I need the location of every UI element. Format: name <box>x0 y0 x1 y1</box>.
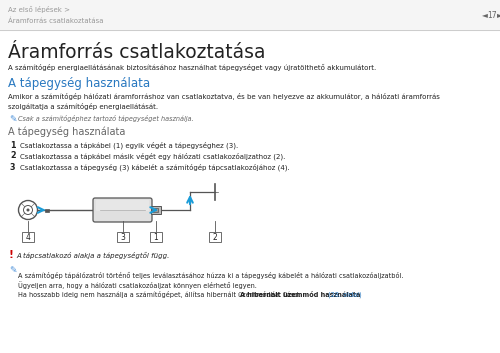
Text: Ha hosszabb ideig nem használja a számítógépet, állítsa hibernált üzemmódba. Lás: Ha hosszabb ideig nem használja a számít… <box>18 292 303 299</box>
Text: 3: 3 <box>10 162 16 172</box>
Bar <box>152 208 158 212</box>
Text: 2: 2 <box>10 151 16 161</box>
Text: 17: 17 <box>487 11 497 19</box>
Text: A tápegység használata: A tápegység használata <box>8 127 126 137</box>
Text: ►: ► <box>497 11 500 19</box>
Text: A számítógép tápálózatról történő teljes leválasztásához húzza ki a tápegység ká: A számítógép tápálózatról történő teljes… <box>18 271 404 279</box>
Text: 2: 2 <box>212 233 218 241</box>
Bar <box>22 232 34 242</box>
Bar <box>209 232 221 242</box>
Text: Csatlakoztassa a tápegység (3) kábelét a számítógép tápcsatlakozójához (4).: Csatlakoztassa a tápegység (3) kábelét a… <box>20 163 290 171</box>
Text: ◄: ◄ <box>482 11 488 19</box>
Text: Áramforrás csatlakoztatása: Áramforrás csatlakoztatása <box>8 18 104 24</box>
Text: ✎: ✎ <box>9 114 16 124</box>
FancyBboxPatch shape <box>93 198 152 222</box>
Bar <box>151 206 161 214</box>
Text: Az első lépések >: Az első lépések > <box>8 6 70 12</box>
Text: Ügyeljen arra, hogy a hálózati csatlakozóaljzat könnyen elérhető legyen.: Ügyeljen arra, hogy a hálózati csatlakoz… <box>18 281 257 289</box>
Text: 1: 1 <box>10 140 16 150</box>
Text: Csak a számítógéphez tartozó tápegységet használja.: Csak a számítógéphez tartozó tápegységet… <box>18 115 194 122</box>
Bar <box>116 232 128 242</box>
Text: Áramforrás csatlakoztatása: Áramforrás csatlakoztatása <box>8 42 266 61</box>
Bar <box>0 0 500 30</box>
Bar <box>150 232 162 242</box>
Circle shape <box>26 209 30 211</box>
Text: Csatlakoztassa a tápkábel másik végét egy hálózati csatlakozóaljzathoz (2).: Csatlakoztassa a tápkábel másik végét eg… <box>20 152 285 160</box>
Bar <box>45 209 49 211</box>
Text: Csatlakoztassa a tápkábel (1) egyik végét a tápegységhez (3).: Csatlakoztassa a tápkábel (1) egyik végé… <box>20 141 238 149</box>
Text: Amikor a számítógép hálózati áramforráshoz van csatlakoztatva, és be van helyezv: Amikor a számítógép hálózati áramforrásh… <box>8 94 440 101</box>
Text: 1: 1 <box>154 233 158 241</box>
FancyBboxPatch shape <box>96 200 149 211</box>
Text: A hibernált üzemmód használata: A hibernált üzemmód használata <box>240 292 361 298</box>
Text: szolgáltatja a számítógép energiaellátását.: szolgáltatja a számítógép energiaellátás… <box>8 103 158 110</box>
Text: !: ! <box>8 250 13 260</box>
Text: ✎: ✎ <box>9 265 16 275</box>
Text: A számítógép energiaellátásának biztosításához használhat tápegységet vagy újrat: A számítógép energiaellátásának biztosít… <box>8 64 376 71</box>
Text: 4: 4 <box>26 233 30 241</box>
Text: A tápegység használata: A tápegység használata <box>8 77 150 90</box>
Text: (28. oldal): (28. oldal) <box>326 292 362 298</box>
Text: 3: 3 <box>120 233 125 241</box>
Text: A tápcsatlakozó alakja a tápegységtől függ.: A tápcsatlakozó alakja a tápegységtől fü… <box>16 251 170 258</box>
